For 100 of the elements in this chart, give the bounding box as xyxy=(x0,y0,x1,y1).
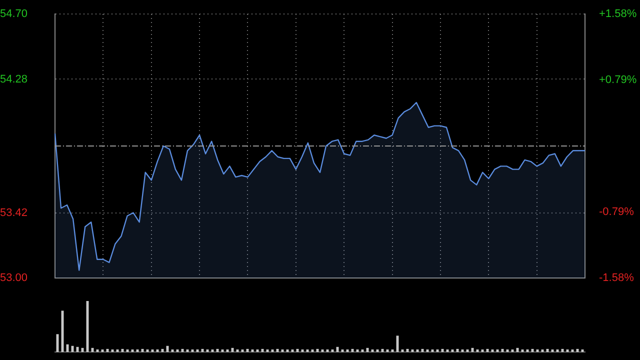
bar xyxy=(76,346,79,352)
bar xyxy=(106,348,109,352)
bar xyxy=(466,349,469,352)
bar xyxy=(491,349,494,352)
bar xyxy=(446,349,449,352)
bar xyxy=(56,334,59,352)
bar xyxy=(381,348,384,352)
bar xyxy=(211,349,214,352)
bar xyxy=(511,349,514,352)
bar xyxy=(351,348,354,352)
bar xyxy=(356,349,359,352)
bar xyxy=(546,348,549,352)
bar xyxy=(461,349,464,352)
bar xyxy=(326,349,329,352)
bar xyxy=(406,348,409,352)
bar xyxy=(66,344,69,352)
bar xyxy=(156,349,159,352)
bar xyxy=(261,348,264,352)
bar xyxy=(451,349,454,352)
bar xyxy=(71,346,74,352)
bar xyxy=(336,346,339,352)
bar xyxy=(476,349,479,352)
bar xyxy=(191,349,194,352)
bar xyxy=(516,348,519,352)
bar xyxy=(176,349,179,352)
bar xyxy=(316,348,319,352)
bar xyxy=(531,348,534,352)
bar xyxy=(411,349,414,352)
bar xyxy=(371,349,374,352)
bar xyxy=(506,349,509,352)
bar xyxy=(241,349,244,352)
bar xyxy=(456,348,459,352)
bar xyxy=(171,349,174,352)
y-tick-label: 53.42 xyxy=(0,206,28,219)
bar xyxy=(221,349,224,352)
bar xyxy=(96,349,99,352)
bar xyxy=(206,349,209,352)
bar xyxy=(526,349,529,352)
y-tick-label: 54.70 xyxy=(0,8,28,20)
bar xyxy=(291,349,294,352)
bar xyxy=(376,349,379,352)
bar xyxy=(301,349,304,352)
bar xyxy=(471,348,474,352)
bar xyxy=(296,348,299,352)
bar xyxy=(341,349,344,352)
y-tick-label: 53.00 xyxy=(0,272,28,284)
bar xyxy=(431,349,434,352)
bar xyxy=(231,348,234,352)
bar xyxy=(136,349,139,352)
bar xyxy=(86,301,89,352)
bar xyxy=(126,349,129,352)
bar xyxy=(331,349,334,352)
bar xyxy=(251,349,254,352)
bar xyxy=(81,348,84,352)
bar xyxy=(181,348,184,352)
bar xyxy=(496,349,499,352)
bar xyxy=(541,349,544,352)
bar xyxy=(246,348,249,352)
y2-tick-label: +0.79% xyxy=(599,74,637,86)
bar xyxy=(91,348,94,352)
bar xyxy=(576,348,579,352)
bar xyxy=(396,336,399,352)
y2-tick-label: -0.79% xyxy=(599,206,634,218)
bar xyxy=(201,348,204,352)
bar xyxy=(561,348,564,352)
bar xyxy=(426,349,429,352)
bar xyxy=(116,349,119,352)
bar xyxy=(441,348,444,352)
bar xyxy=(551,349,554,352)
y2-tick-label: -1.58% xyxy=(599,272,634,284)
bar xyxy=(366,348,369,352)
bar xyxy=(271,349,274,352)
bar xyxy=(151,349,154,352)
bar xyxy=(61,310,64,352)
bar xyxy=(566,349,569,352)
bar xyxy=(276,348,279,352)
bar xyxy=(346,349,349,352)
bar xyxy=(536,349,539,352)
bar xyxy=(281,349,284,352)
bar xyxy=(386,349,389,352)
bar xyxy=(401,349,404,352)
bar xyxy=(131,349,134,352)
bar xyxy=(166,346,169,352)
bar xyxy=(581,349,584,352)
bar xyxy=(556,349,559,352)
bar xyxy=(486,348,489,352)
bar xyxy=(286,349,289,352)
bar xyxy=(141,348,144,352)
bar xyxy=(256,349,259,352)
bar xyxy=(306,349,309,352)
bar xyxy=(121,348,124,352)
bar xyxy=(186,349,189,352)
bar xyxy=(421,348,424,352)
bar xyxy=(311,349,314,352)
y2-tick-label: +1.58% xyxy=(599,8,637,20)
bar xyxy=(216,348,219,352)
bar xyxy=(436,349,439,352)
bar xyxy=(266,349,269,352)
bar xyxy=(236,349,239,352)
bar xyxy=(521,349,524,352)
